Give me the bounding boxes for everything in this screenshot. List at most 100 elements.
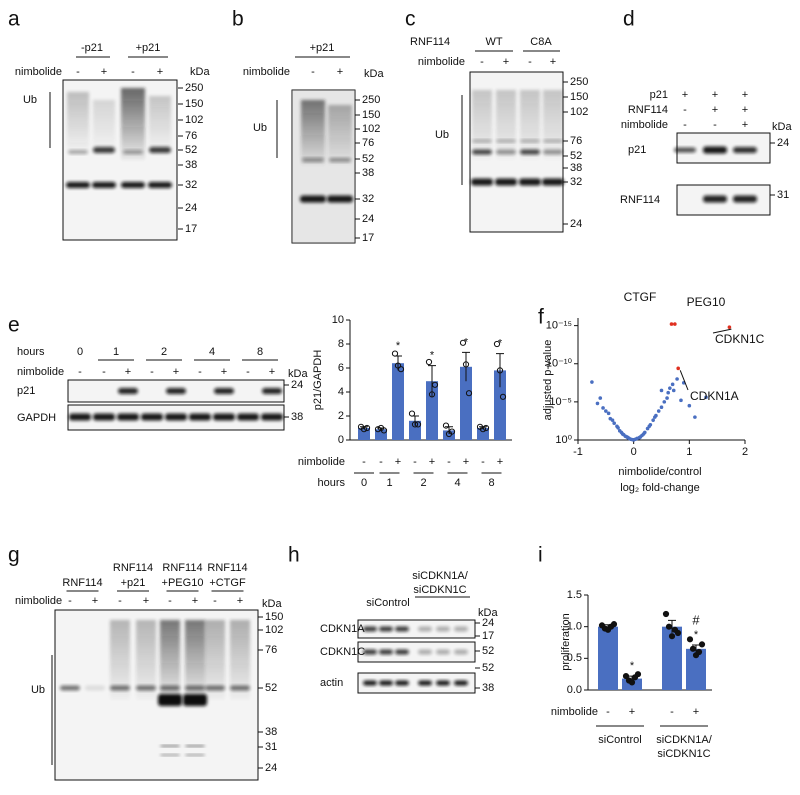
band [237, 413, 259, 421]
gene-label: CDKN1A [690, 389, 739, 403]
bracket-label: Ub [23, 94, 37, 106]
x-tick-label: 2 [742, 446, 748, 458]
band [183, 694, 207, 706]
smear [205, 620, 225, 700]
group-label: siCDKN1A/ [412, 570, 469, 582]
marker-label: 52 [482, 662, 494, 674]
bar [426, 381, 438, 440]
sign: + [143, 595, 149, 607]
data-point [687, 403, 692, 408]
smear [136, 620, 156, 700]
band [158, 694, 182, 706]
band [118, 388, 138, 394]
band [185, 745, 205, 747]
category-label: + [395, 456, 401, 468]
data-point [414, 421, 422, 428]
bar [392, 363, 404, 440]
unit-label: kDa [288, 368, 308, 380]
band [136, 685, 156, 691]
group-label: siCDKN1C [413, 584, 466, 596]
data-point [659, 388, 664, 393]
data-point [668, 633, 676, 640]
band [327, 195, 353, 203]
band [148, 182, 172, 188]
blot-label: p21 [17, 385, 35, 397]
marker-label: 102 [362, 123, 380, 135]
band [189, 413, 211, 421]
marker-label: 17 [362, 232, 374, 244]
y-axis-label: adjusted p-value [542, 340, 554, 421]
marker-label: 76 [570, 135, 582, 147]
group-label: 8 [488, 477, 494, 489]
sign: - [131, 66, 135, 78]
group-label: +CTGF [209, 577, 246, 589]
error-bar [445, 426, 453, 434]
marker-label: 24 [185, 202, 197, 214]
data-point [612, 421, 616, 426]
marker-label: 17 [482, 630, 494, 642]
smear [93, 100, 115, 150]
group-label: -p21 [81, 42, 103, 54]
data-point [482, 424, 490, 432]
data-point [601, 406, 605, 410]
sign: - [68, 595, 72, 607]
band [543, 149, 563, 155]
band [418, 626, 432, 632]
band [395, 649, 409, 655]
marker-label: 38 [265, 726, 277, 738]
group-label: C8A [530, 36, 552, 48]
bar [409, 420, 421, 440]
row-label: nimbolide [298, 456, 345, 468]
data-point [459, 339, 467, 346]
data-point [363, 424, 371, 432]
band [60, 685, 80, 691]
marker-label: 102 [265, 624, 283, 636]
data-point [610, 418, 615, 422]
sign: + [221, 366, 227, 378]
band [703, 146, 727, 154]
data-point [659, 405, 664, 410]
blot-label: CDKN1C [320, 646, 365, 658]
band [520, 139, 540, 143]
bar [375, 429, 387, 440]
gene-label: CTGF [624, 290, 657, 304]
marker-label: 250 [362, 94, 380, 106]
x-tick-label: -1 [573, 446, 583, 458]
marker-label: 102 [185, 114, 203, 126]
data-point [479, 426, 487, 433]
data-point [360, 426, 368, 433]
significance: * [430, 350, 435, 362]
row-label: nimbolide [15, 595, 62, 607]
smear [121, 88, 145, 160]
data-point [665, 623, 673, 630]
bar [686, 648, 706, 690]
marker-label: 24 [291, 379, 303, 391]
band [262, 388, 282, 394]
sign: - [102, 366, 106, 378]
data-point [674, 629, 682, 637]
band [395, 626, 409, 632]
unit-label: kDa [478, 607, 498, 619]
data-point [431, 381, 439, 388]
band [117, 413, 139, 421]
sign: + [125, 366, 131, 378]
data-point [442, 422, 450, 429]
leader-line [712, 328, 732, 334]
marker-label: 24 [482, 617, 494, 629]
band [300, 195, 326, 203]
group-label: +p21 [121, 577, 146, 589]
band [121, 182, 145, 188]
sign: + [192, 595, 198, 607]
marker-label: 38 [482, 682, 494, 694]
sign: + [173, 366, 179, 378]
band [542, 178, 564, 186]
band [92, 182, 116, 188]
category-label: - [606, 706, 610, 718]
blot [357, 641, 476, 663]
band [329, 158, 351, 162]
bar [494, 370, 506, 440]
category-label: - [379, 456, 383, 468]
panel-letter: b [232, 8, 244, 31]
significance: * [630, 660, 635, 672]
category-label: + [429, 456, 435, 468]
